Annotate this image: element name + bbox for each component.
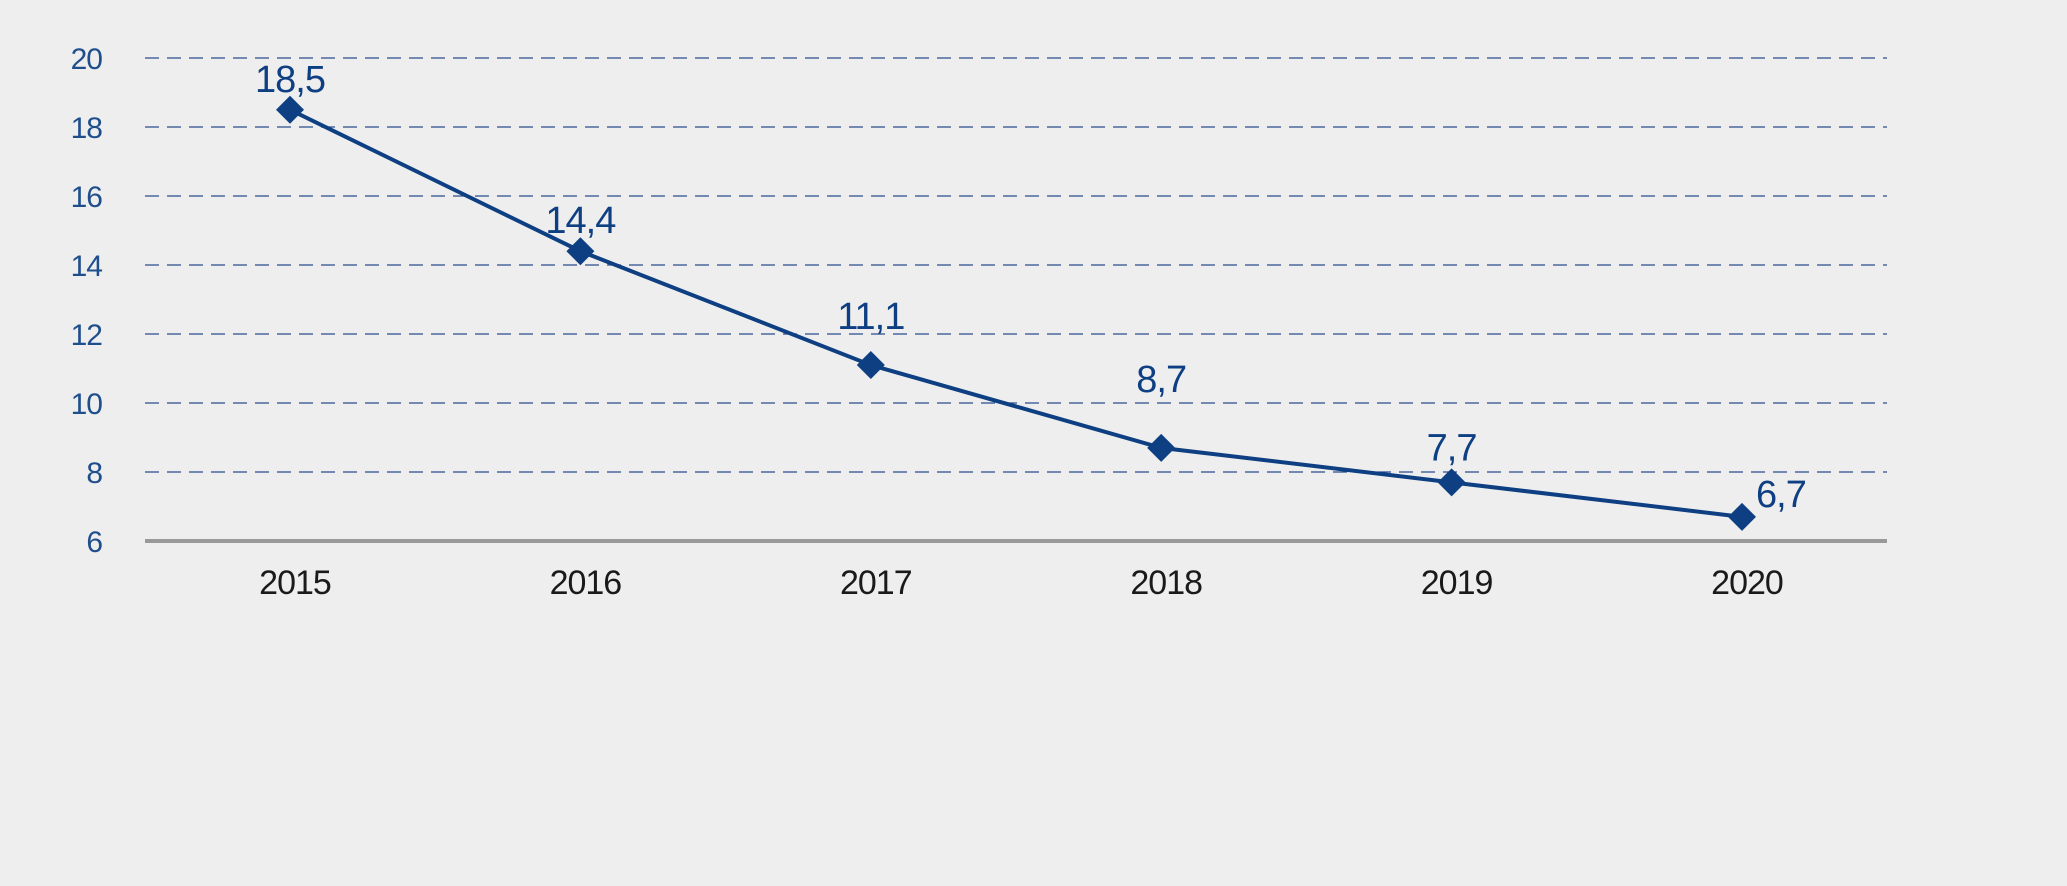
- x-tick-label: 2016: [550, 564, 622, 602]
- data-label: 14,4: [545, 200, 616, 242]
- series-line: [289, 107, 1743, 519]
- data-point-marker: [276, 95, 304, 124]
- x-tick-label: 2019: [1421, 564, 1493, 602]
- data-label: 18,5: [255, 59, 325, 101]
- y-tick-label: 14: [71, 250, 103, 283]
- data-point-marker: [1728, 502, 1756, 531]
- data-point-marker: [566, 237, 595, 266]
- data-point-marker: [856, 351, 885, 380]
- x-axis-tick-labels: 2015 2016 2017 2018 2019 2020: [259, 564, 1784, 602]
- data-label: 6,7: [1756, 474, 1806, 516]
- y-tick-label: 8: [86, 457, 102, 490]
- data-labels: 18,5 14,4 11,1 8,7 7,7 6,7: [255, 59, 1807, 516]
- data-point-marker: [1147, 433, 1176, 462]
- x-tick-label: 2018: [1130, 564, 1202, 602]
- x-tick-label: 2020: [1711, 564, 1783, 602]
- y-tick-label: 6: [86, 526, 102, 559]
- y-tick-label: 18: [71, 112, 103, 145]
- gridlines: [145, 57, 1887, 543]
- data-point-marker: [1437, 468, 1466, 497]
- y-tick-label: 20: [71, 43, 103, 76]
- y-tick-label: 16: [71, 181, 103, 214]
- x-tick-label: 2015: [259, 564, 331, 602]
- y-tick-label: 10: [71, 388, 103, 421]
- data-label: 11,1: [837, 296, 904, 338]
- y-axis-tick-labels: 6 8 10 12 14 16 18 20: [71, 43, 104, 559]
- data-label: 8,7: [1136, 359, 1186, 401]
- x-tick-label: 2017: [840, 564, 912, 602]
- data-label: 7,7: [1427, 427, 1477, 469]
- y-tick-label: 12: [71, 319, 103, 352]
- series-markers: [276, 95, 1756, 531]
- series-line-group: [289, 107, 1743, 519]
